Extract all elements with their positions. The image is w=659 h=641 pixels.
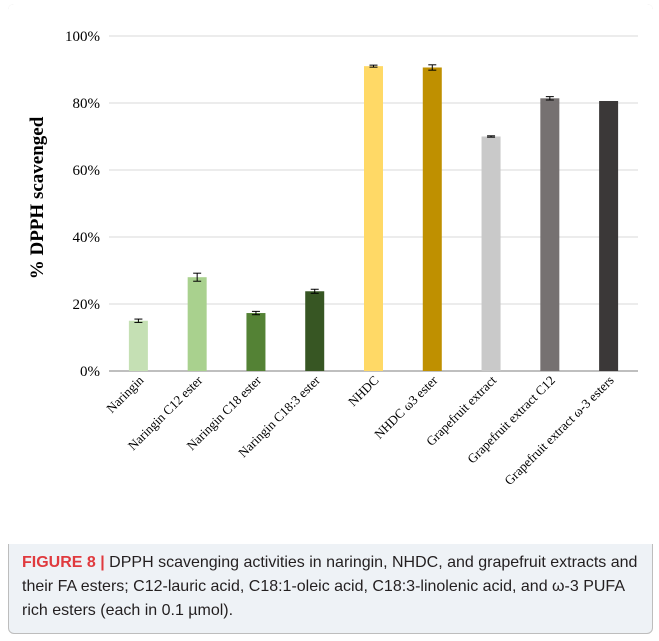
bar [305,291,325,371]
y-tick-label: 0% [80,364,100,380]
figure-caption: FIGURE 8 | DPPH scavenging activities in… [22,551,644,623]
y-tick-label: 60% [73,163,101,179]
bar [481,136,501,371]
bar [128,320,148,371]
caption-text: DPPH scavenging activities in naringin, … [22,554,638,619]
y-tick-label: 80% [73,96,101,112]
x-tick-label: NHDC [345,373,382,410]
y-axis-label: % DPPH scavenged [27,116,48,279]
bar [246,313,266,371]
x-tick-label: Naringin [103,372,147,416]
bar [364,66,383,372]
bar [187,277,207,371]
y-tick-label: 20% [73,297,101,313]
bar [540,98,560,371]
bar [599,100,619,372]
caption-label: FIGURE 8 | [22,554,105,571]
bar [422,67,442,372]
y-tick-label: 40% [73,230,101,246]
x-tick-label: Grapefruit extract ω-3 esters [501,373,616,488]
y-tick-label: 100% [65,29,100,45]
